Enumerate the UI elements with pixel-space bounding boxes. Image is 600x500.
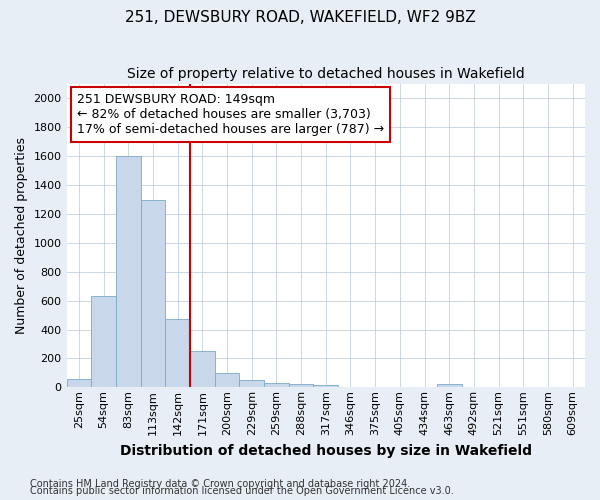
Bar: [437, 384, 461, 388]
Bar: [289, 384, 313, 388]
Bar: [165, 318, 190, 388]
Bar: [215, 373, 239, 388]
X-axis label: Distribution of detached houses by size in Wakefield: Distribution of detached houses by size …: [120, 444, 532, 458]
Bar: [239, 380, 264, 388]
Bar: [116, 156, 140, 388]
Bar: [313, 385, 338, 388]
Bar: [264, 383, 289, 388]
Y-axis label: Number of detached properties: Number of detached properties: [15, 137, 28, 334]
Bar: [140, 200, 165, 388]
Bar: [67, 378, 91, 388]
Text: 251, DEWSBURY ROAD, WAKEFIELD, WF2 9BZ: 251, DEWSBURY ROAD, WAKEFIELD, WF2 9BZ: [125, 10, 475, 25]
Bar: [190, 352, 215, 388]
Text: Contains public sector information licensed under the Open Government Licence v3: Contains public sector information licen…: [30, 486, 454, 496]
Bar: [91, 296, 116, 388]
Text: Contains HM Land Registry data © Crown copyright and database right 2024.: Contains HM Land Registry data © Crown c…: [30, 479, 410, 489]
Title: Size of property relative to detached houses in Wakefield: Size of property relative to detached ho…: [127, 68, 524, 82]
Text: 251 DEWSBURY ROAD: 149sqm
← 82% of detached houses are smaller (3,703)
17% of se: 251 DEWSBURY ROAD: 149sqm ← 82% of detac…: [77, 93, 384, 136]
